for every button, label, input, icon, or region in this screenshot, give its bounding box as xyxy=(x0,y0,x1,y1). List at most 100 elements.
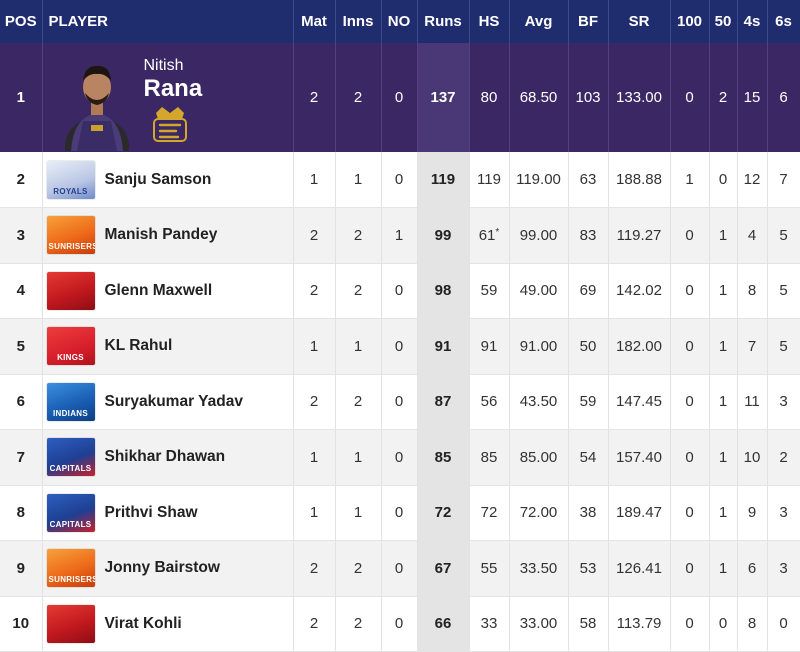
hundreds-cell: 0 xyxy=(670,43,710,152)
table-row[interactable]: 3 SUNRISERS Manish Pandey 2 2 1 99 61* 99.00 83 11… xyxy=(0,207,800,264)
sr-cell: 189.47 xyxy=(608,485,671,541)
hundreds-cell: 0 xyxy=(670,318,710,375)
pos-cell: 4 xyxy=(0,263,43,319)
player-cell: INDIANS Suryakumar Yadav xyxy=(42,374,294,430)
avg-cell: 49.00 xyxy=(509,263,569,319)
col-header-inns[interactable]: Inns xyxy=(335,0,382,43)
no-cell: 1 xyxy=(381,207,418,264)
sixes-cell: 5 xyxy=(767,318,800,375)
pos-cell: 6 xyxy=(0,374,43,430)
team-logo-dc: CAPITALS xyxy=(46,438,95,477)
col-header-50[interactable]: 50 xyxy=(709,0,738,43)
bf-cell: 58 xyxy=(568,596,609,652)
mat-cell: 2 xyxy=(293,263,336,319)
table-row[interactable]: 8 CAPITALS Prithvi Shaw 1 1 0 72 72 72.00 38 189.4… xyxy=(0,485,800,541)
runs-cell: 67 xyxy=(417,540,470,597)
mat-cell: 1 xyxy=(293,318,336,375)
player-name[interactable]: Suryakumar Yadav xyxy=(104,392,243,410)
col-header-bf[interactable]: BF xyxy=(568,0,609,43)
pos-cell: 3 xyxy=(0,207,43,264)
runs-cell: 98 xyxy=(417,263,470,319)
fifties-cell: 1 xyxy=(709,485,738,541)
sixes-cell: 7 xyxy=(767,152,800,208)
table-row[interactable]: 5 KINGS KL Rahul 1 1 0 91 91 91.00 50 182.00 0 1 7 5 xyxy=(0,318,800,375)
hs-cell: 33 xyxy=(469,596,510,652)
fifties-cell: 1 xyxy=(709,263,738,319)
fours-cell: 7 xyxy=(737,318,768,375)
team-logo-srh: SUNRISERS xyxy=(46,216,95,255)
fours-cell: 10 xyxy=(737,429,768,486)
col-header-mat[interactable]: Mat xyxy=(293,0,336,43)
hs-value: 55 xyxy=(480,559,498,577)
leader-row[interactable]: 1 Nitish Rana xyxy=(0,43,800,152)
team-logo-text: KINGS xyxy=(57,353,84,363)
leader-first-name: Nitish xyxy=(143,57,184,74)
hundreds-cell: 0 xyxy=(670,429,710,486)
pos-cell: 9 xyxy=(0,540,43,597)
player-photo xyxy=(64,65,129,151)
player-cell: Nitish Rana xyxy=(42,43,294,152)
inns-cell: 2 xyxy=(335,43,382,152)
bf-cell: 63 xyxy=(568,152,609,208)
hs-value: 33 xyxy=(480,615,498,633)
col-header-pos[interactable]: POS xyxy=(0,0,43,43)
team-logo-rcb xyxy=(46,604,95,643)
runs-cell: 91 xyxy=(417,318,470,375)
hundreds-cell: 0 xyxy=(670,485,710,541)
team-logo-rcb xyxy=(46,271,95,310)
hs-value: 91 xyxy=(480,337,498,355)
table-row[interactable]: 7 CAPITALS Shikhar Dhawan 1 1 0 85 85 85.00 54 157… xyxy=(0,429,800,486)
col-header-player[interactable]: PLAYER xyxy=(42,0,294,43)
hs-value: 85 xyxy=(480,448,498,466)
col-header-no[interactable]: NO xyxy=(381,0,418,43)
player-cell: CAPITALS Prithvi Shaw xyxy=(42,485,294,541)
inns-cell: 1 xyxy=(335,429,382,486)
avg-cell: 91.00 xyxy=(509,318,569,375)
hs-value: 56 xyxy=(480,393,498,411)
player-name[interactable]: Prithvi Shaw xyxy=(104,503,198,521)
player-name[interactable]: Glenn Maxwell xyxy=(104,281,213,299)
fours-cell: 11 xyxy=(737,374,768,430)
table-row[interactable]: 4 Glenn Maxwell 2 2 0 98 59 49.00 69 142.02 0 1 8 5 xyxy=(0,263,800,319)
player-name[interactable]: KL Rahul xyxy=(104,337,173,355)
player-name[interactable]: Sanju Samson xyxy=(104,170,212,188)
team-logo-pbks: KINGS xyxy=(46,327,95,366)
inns-cell: 2 xyxy=(335,207,382,264)
fifties-cell: 0 xyxy=(709,152,738,208)
player-name[interactable]: Jonny Bairstow xyxy=(104,559,220,577)
col-header-avg[interactable]: Avg xyxy=(509,0,569,43)
hs-cell: 59 xyxy=(469,263,510,319)
hs-cell: 91 xyxy=(469,318,510,375)
bf-cell: 50 xyxy=(568,318,609,375)
table-row[interactable]: 2 ROYALS Sanju Samson 1 1 0 119 119 119.00 63 188.… xyxy=(0,152,800,208)
player-cell: Virat Kohli xyxy=(42,596,294,652)
sixes-cell: 3 xyxy=(767,374,800,430)
avg-cell: 33.00 xyxy=(509,596,569,652)
player-name[interactable]: Manish Pandey xyxy=(104,226,218,244)
no-cell: 0 xyxy=(381,429,418,486)
fours-cell: 15 xyxy=(737,43,768,152)
col-header-hs[interactable]: HS xyxy=(469,0,510,43)
player-cell: SUNRISERS Manish Pandey xyxy=(42,207,294,264)
col-header-runs[interactable]: Runs xyxy=(417,0,470,43)
hs-cell: 72 xyxy=(469,485,510,541)
player-name[interactable]: Shikhar Dhawan xyxy=(104,448,226,466)
table-row[interactable]: 10 Virat Kohli 2 2 0 66 33 33.00 58 113.79 0 0 8 0 xyxy=(0,596,800,652)
hs-cell: 85 xyxy=(469,429,510,486)
fifties-cell: 1 xyxy=(709,429,738,486)
fifties-cell: 1 xyxy=(709,540,738,597)
player-cell: SUNRISERS Jonny Bairstow xyxy=(42,540,294,597)
no-cell: 0 xyxy=(381,596,418,652)
col-header-6s[interactable]: 6s xyxy=(767,0,800,43)
fifties-cell: 1 xyxy=(709,318,738,375)
pos-cell: 2 xyxy=(0,152,43,208)
col-header-4s[interactable]: 4s xyxy=(737,0,768,43)
player-name[interactable]: Virat Kohli xyxy=(104,614,182,632)
col-header-sr[interactable]: SR xyxy=(608,0,671,43)
fours-cell: 9 xyxy=(737,485,768,541)
table-row[interactable]: 9 SUNRISERS Jonny Bairstow 2 2 0 67 55 33.50 53 12… xyxy=(0,540,800,597)
table-row[interactable]: 6 INDIANS Suryakumar Yadav 2 2 0 87 56 43.50 59 14… xyxy=(0,374,800,430)
no-cell: 0 xyxy=(381,540,418,597)
col-header-100[interactable]: 100 xyxy=(670,0,710,43)
fifties-cell: 1 xyxy=(709,374,738,430)
